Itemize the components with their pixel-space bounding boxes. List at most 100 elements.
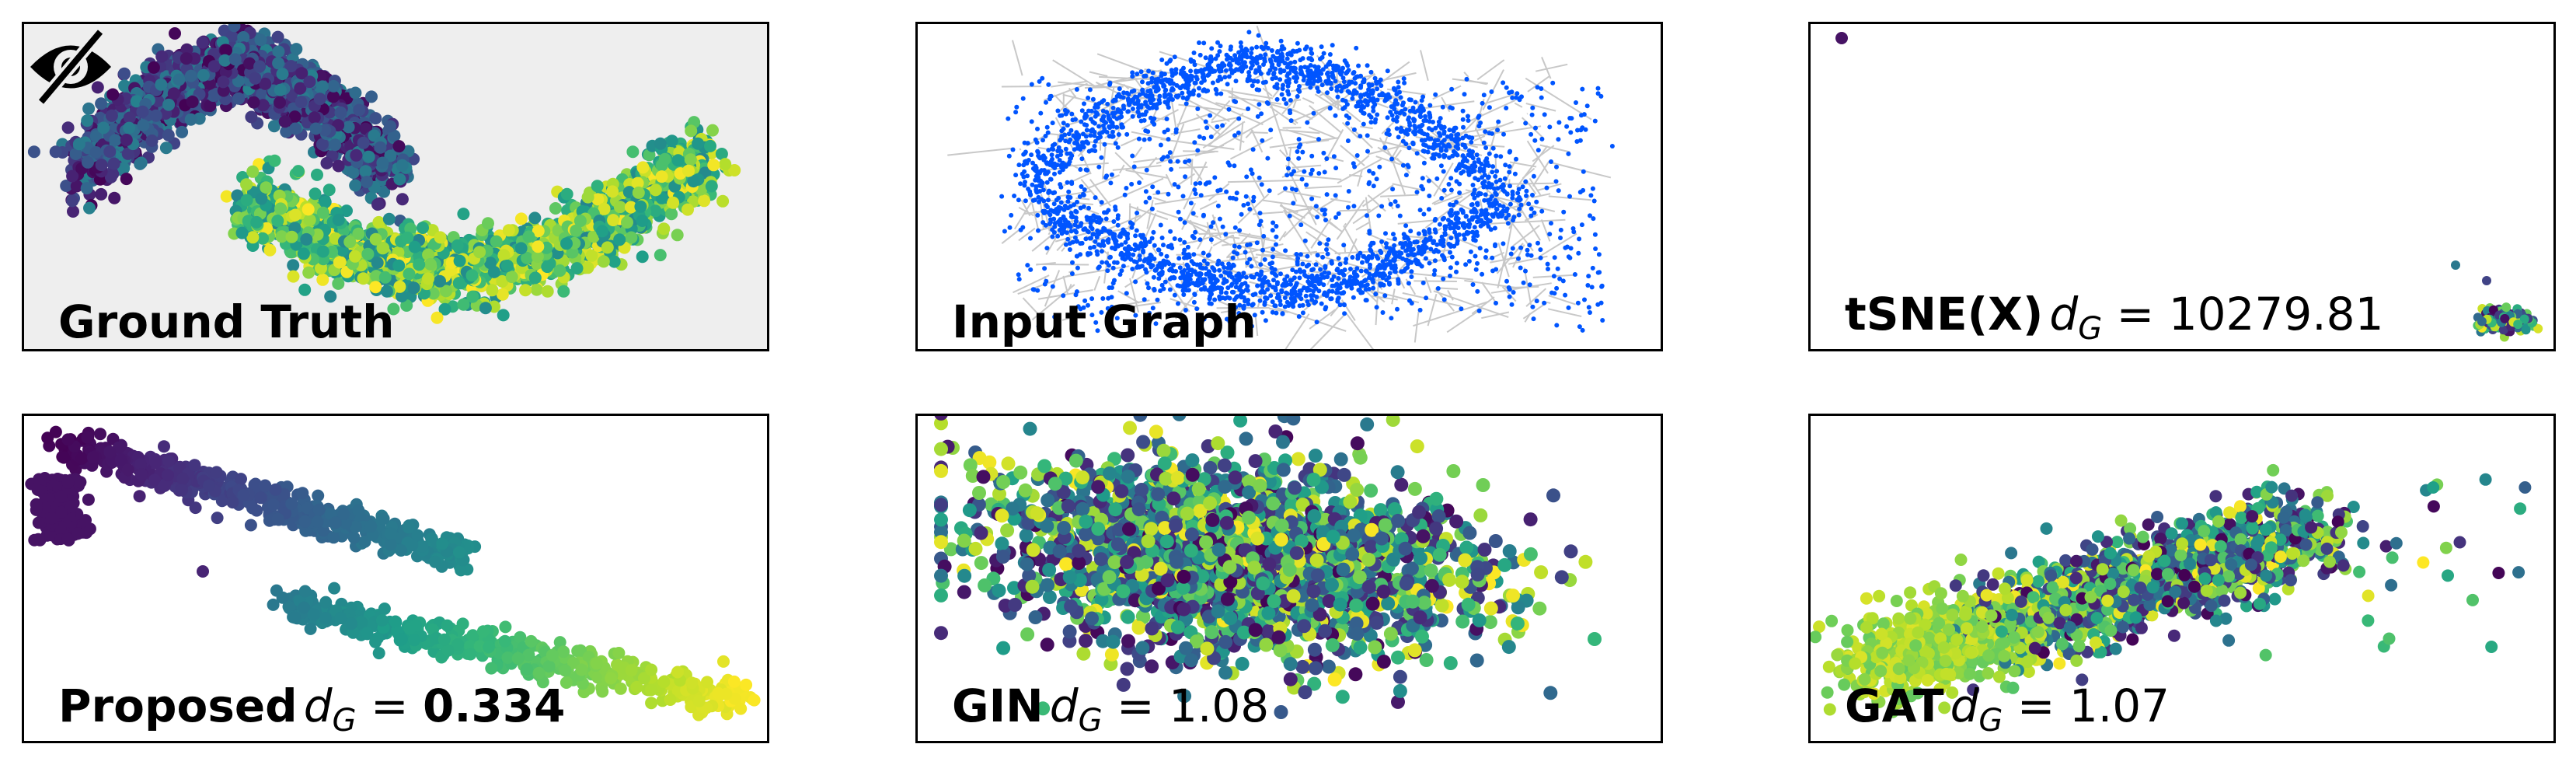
- scatter-point: [97, 121, 110, 134]
- graph-edge: [1052, 59, 1098, 89]
- scatter-point: [1124, 291, 1129, 296]
- scatter-point: [105, 109, 118, 122]
- graph-edge: [1343, 225, 1361, 255]
- scatter-point: [514, 242, 528, 255]
- graph-edge: [1281, 96, 1298, 115]
- scatter-point: [392, 259, 406, 272]
- scatter-point: [196, 36, 209, 49]
- scatter-point: [1065, 123, 1070, 128]
- scatter-point: [1055, 108, 1061, 114]
- graph-edge: [1481, 311, 1510, 320]
- scatter-point: [228, 24, 241, 33]
- scatter-point: [624, 201, 637, 214]
- scatter-point: [1331, 154, 1337, 159]
- scatter-point: [631, 176, 644, 190]
- scatter-point: [374, 141, 387, 154]
- scatter-point: [625, 231, 638, 244]
- scatter-point: [1433, 125, 1438, 131]
- scatter-point: [162, 128, 175, 141]
- scatter-point: [1197, 86, 1201, 91]
- graph-edge: [1341, 121, 1359, 139]
- scatter-point: [120, 134, 133, 146]
- scatter-point: [1530, 105, 1535, 110]
- scatter-point: [1260, 138, 1265, 143]
- scatter-point: [109, 134, 122, 147]
- scatter-point: [308, 111, 321, 124]
- graph-edge: [1441, 231, 1483, 250]
- scatter-point: [1271, 246, 1276, 252]
- scatter-point: [1324, 242, 1330, 247]
- scatter-point: [1388, 201, 1393, 207]
- scatter-point: [1168, 229, 1173, 234]
- scatter-point: [1448, 202, 1453, 208]
- graph-edge: [1309, 313, 1346, 349]
- scatter-point: [180, 43, 193, 56]
- scatter-point: [1311, 267, 1316, 272]
- scatter-point: [288, 110, 302, 124]
- scatter-point: [597, 255, 610, 268]
- scatter-point: [320, 156, 333, 169]
- scatter-point: [1554, 323, 1560, 328]
- graph-edge: [1355, 221, 1371, 231]
- scatter-point: [106, 88, 120, 101]
- scatter-point: [1114, 124, 1120, 130]
- scatter-point: [1201, 316, 1207, 322]
- scatter-point: [1493, 173, 1498, 179]
- scatter-point: [1449, 86, 1455, 92]
- scatter-point: [1354, 45, 1359, 51]
- scatter-point: [1228, 67, 1233, 72]
- graph-edge: [1134, 146, 1143, 158]
- graph-edge: [1360, 125, 1373, 130]
- scatter-point: [581, 190, 594, 204]
- scatter-point: [1176, 184, 1181, 190]
- scatter-point: [1454, 260, 1459, 266]
- graph-edge: [1550, 162, 1612, 179]
- graph-edge: [1077, 148, 1086, 157]
- scatter-point: [1209, 46, 1215, 51]
- scatter-point: [1510, 246, 1515, 251]
- scatter-point: [324, 290, 337, 303]
- scatter-point: [1389, 156, 1395, 162]
- scatter-point: [1490, 164, 1496, 169]
- scatter-point: [684, 153, 697, 166]
- scatter-point: [1590, 265, 1595, 271]
- scatter-point: [452, 277, 465, 290]
- graph-edge: [1065, 265, 1130, 278]
- scatter-point: [1261, 233, 1267, 239]
- scatter-point: [1363, 98, 1368, 103]
- scatter-point: [1055, 233, 1061, 239]
- scatter-point: [1274, 242, 1278, 247]
- scatter-point: [326, 246, 339, 258]
- scatter-point: [430, 311, 444, 324]
- scatter-point: [400, 299, 413, 312]
- scatter-point: [655, 170, 668, 183]
- scatter-point: [271, 30, 284, 44]
- scatter-point: [371, 198, 384, 211]
- scatter-point: [1220, 123, 1225, 128]
- scatter-point: [1150, 306, 1156, 311]
- scatter-point: [1333, 215, 1339, 220]
- scatter-point: [255, 192, 268, 205]
- graph-edge: [1255, 253, 1312, 263]
- scatter-point: [350, 148, 363, 162]
- graph-edge: [1194, 144, 1225, 157]
- scatter-ground-truth: [27, 24, 741, 324]
- graph-edge: [1463, 72, 1469, 78]
- scatter-point: [1319, 301, 1324, 306]
- graph-edge: [1476, 59, 1505, 81]
- scatter-point: [204, 100, 217, 113]
- graph-edge: [1075, 197, 1090, 201]
- scatter-point: [1487, 180, 1492, 186]
- scatter-point: [1330, 43, 1335, 48]
- scatter-point: [457, 208, 470, 221]
- graph-edge: [1525, 288, 1547, 307]
- scatter-point: [1455, 241, 1460, 246]
- scatter-point: [352, 227, 365, 240]
- scatter-point: [1232, 163, 1237, 169]
- scatter-point: [1337, 302, 1343, 308]
- scatter-point: [1165, 128, 1170, 133]
- scatter-point: [1111, 114, 1117, 119]
- graph-edge: [1309, 104, 1343, 134]
- graph-edge: [1392, 183, 1425, 192]
- scatter-point: [289, 208, 302, 222]
